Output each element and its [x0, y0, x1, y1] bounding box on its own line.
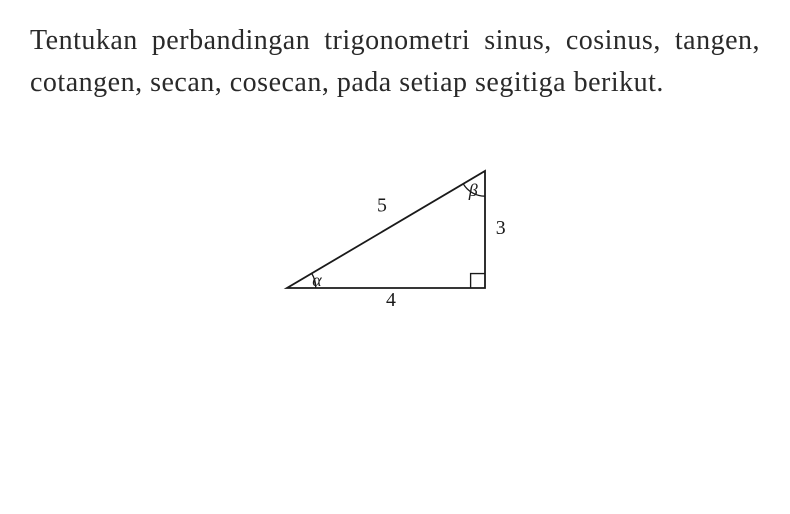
hypotenuse-label: 5: [377, 195, 387, 217]
figure-container: 5 3 4 α β: [30, 144, 760, 324]
beta-label: β: [468, 180, 478, 200]
problem-statement: Tentukan perbandingan trigonometri sinus…: [30, 20, 760, 104]
triangle-diagram: 5 3 4 α β: [255, 144, 535, 324]
vertical-side-label: 3: [496, 217, 506, 239]
alpha-label: α: [312, 270, 322, 290]
horizontal-side-label: 4: [386, 289, 396, 311]
right-angle-marker: [471, 274, 485, 288]
